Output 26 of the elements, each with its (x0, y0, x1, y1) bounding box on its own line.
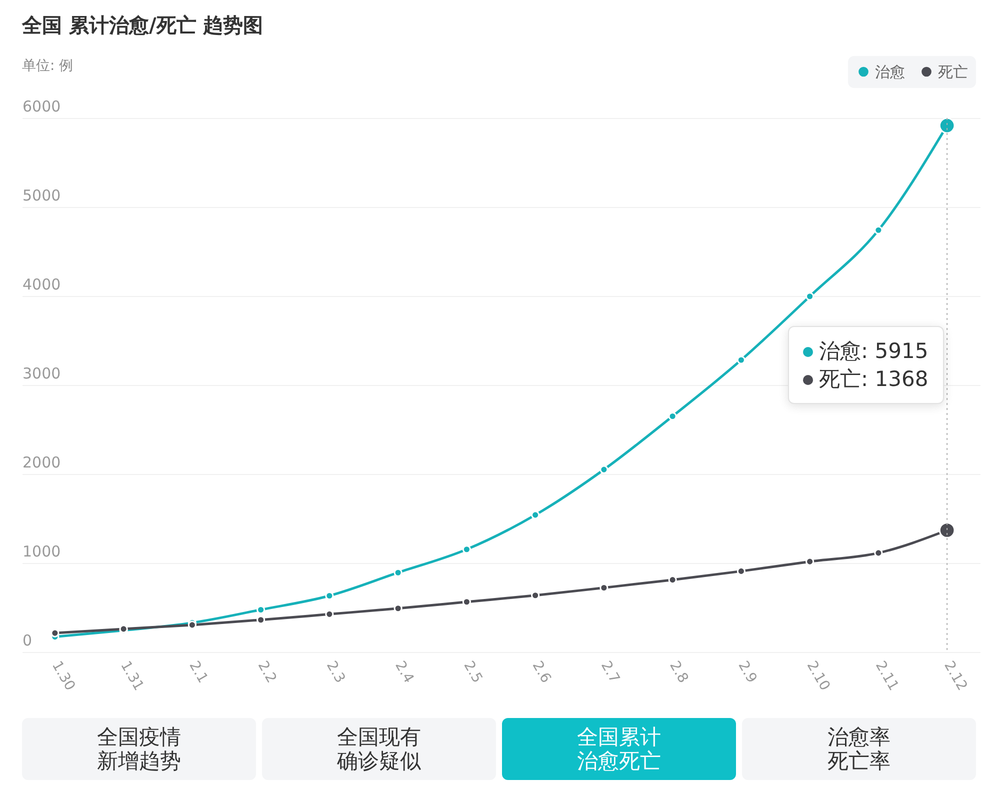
y-tick-label: 6000 (22, 98, 61, 116)
x-tick-label: 2.9 (734, 658, 760, 686)
x-tick-label: 2.6 (528, 658, 554, 686)
tab-button: 全国现有确诊疑似 (262, 718, 496, 780)
annotation: 治愈: 5915 (818, 338, 930, 365)
x-tick-label: 2.3 (323, 658, 348, 686)
x-tick-label: 2.2 (254, 658, 280, 686)
tab-button: 全国累计治愈死亡 (502, 718, 736, 780)
tab-button: 全国疫情新增趋势 (22, 718, 256, 780)
x-tick-label: 2.8 (666, 658, 692, 686)
x-tick-label: 2.1 (186, 658, 211, 686)
legend-label: 死亡 (938, 62, 968, 81)
chart-title: 全国 累计治愈/死亡 趋势图 (22, 12, 264, 39)
y-tick-label: 3000 (22, 364, 61, 382)
y-tick-label: 2000 (22, 454, 61, 472)
x-tick-label: 2.5 (460, 658, 486, 686)
y-tick-label: 5000 (22, 186, 61, 204)
x-tick-label: 2.4 (392, 658, 417, 686)
x-tick-label: 2.7 (598, 658, 622, 686)
y-tick-label: 4000 (22, 276, 61, 294)
annotation: 死亡: 1368 (818, 366, 930, 393)
y-tick-label: 1000 (22, 542, 61, 560)
y-tick-label: 0 (22, 632, 32, 650)
chart-subtitle: 单位: 例 (22, 57, 74, 75)
legend-label: 治愈 (875, 62, 905, 81)
tab-button: 治愈率死亡率 (742, 718, 976, 780)
